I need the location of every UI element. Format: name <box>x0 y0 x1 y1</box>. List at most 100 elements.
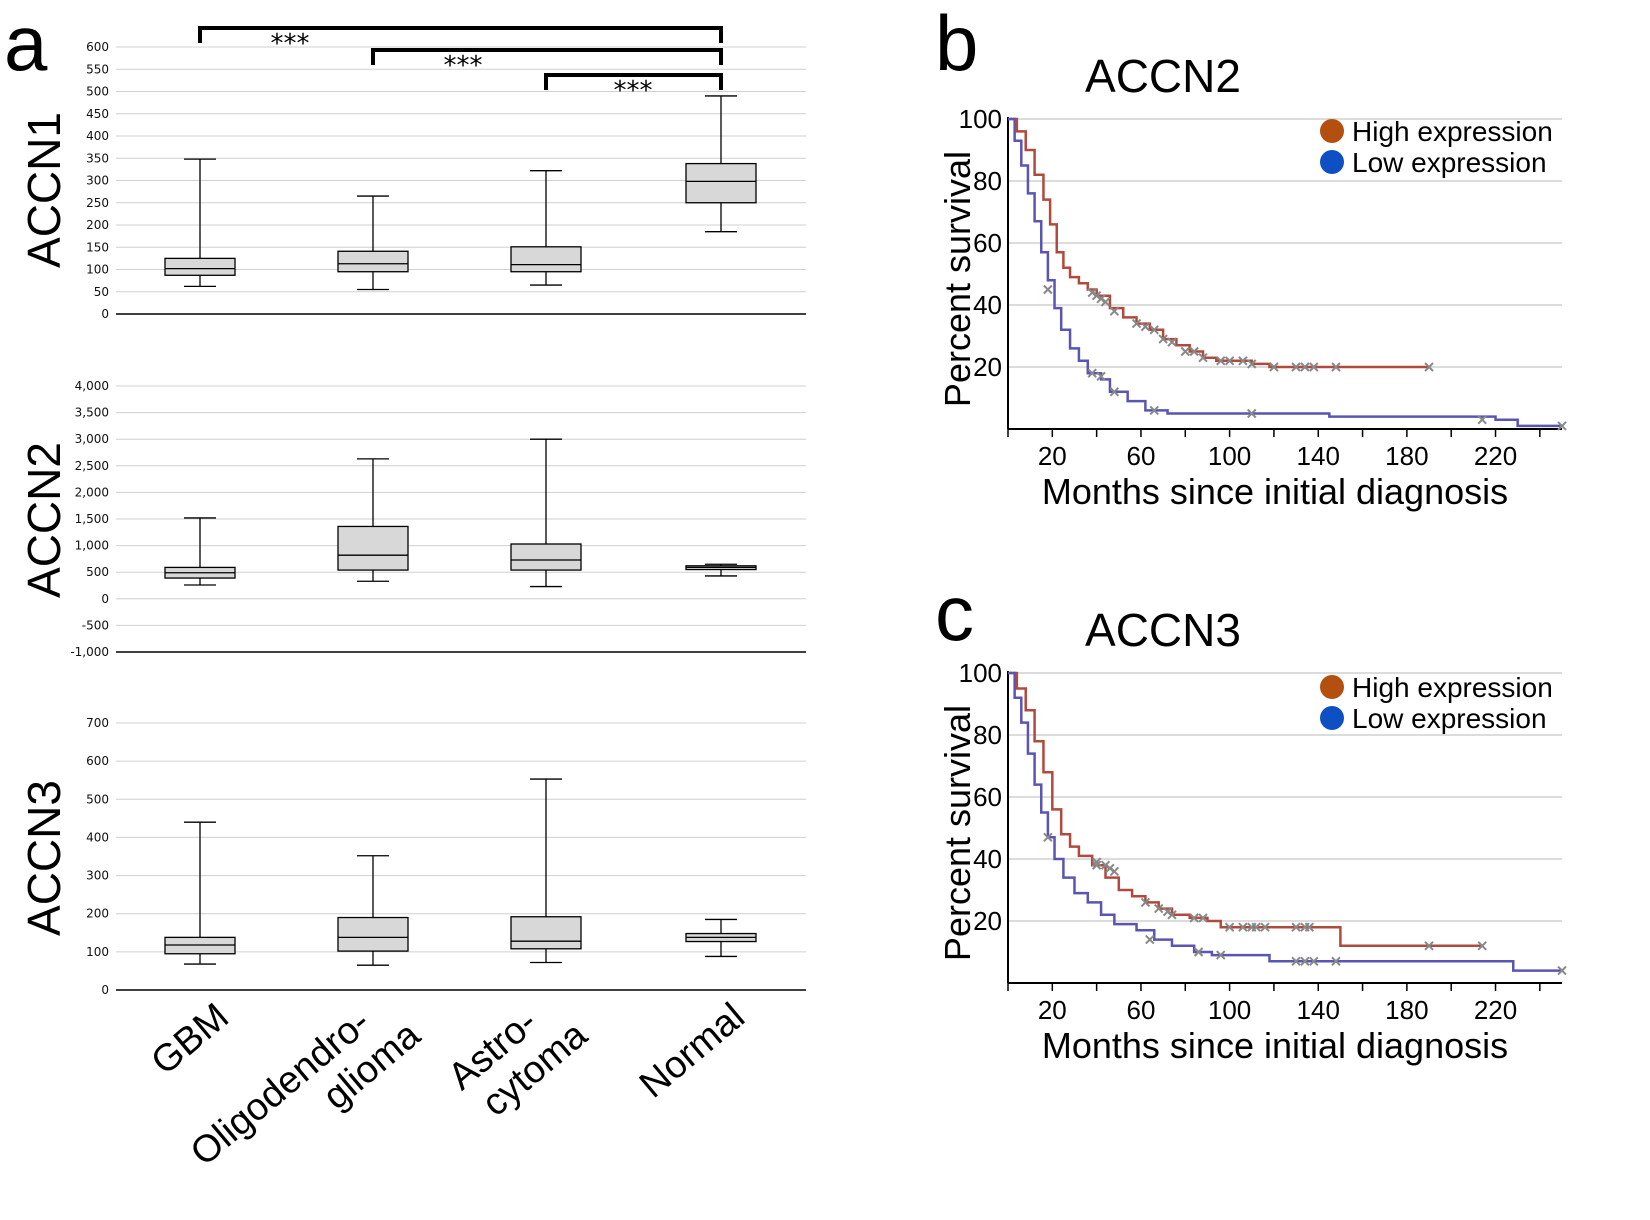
y-tick-label: 700 <box>86 716 109 730</box>
y-tick-label: 400 <box>86 830 109 844</box>
censor-mark <box>1149 405 1159 416</box>
y-tick-label: 3,000 <box>75 432 109 446</box>
significance-bracket: *** <box>371 48 723 81</box>
box-iqr <box>685 162 757 204</box>
y-tick-label: 3,500 <box>75 406 109 420</box>
box-normal <box>685 563 757 577</box>
bracket-line <box>544 73 723 90</box>
censor-mark <box>1096 371 1106 382</box>
x-tick-label: 220 <box>1474 995 1517 1025</box>
y-tick-label: 200 <box>86 907 109 921</box>
legend-label: High expression <box>1352 672 1553 703</box>
censor-mark <box>1424 362 1434 372</box>
category-label-normal: Normal <box>632 995 753 1106</box>
censor-mark <box>1109 387 1120 397</box>
censor-mark <box>1087 368 1097 378</box>
legend-label: Low expression <box>1352 147 1547 178</box>
y-axis-label: Percent survival <box>937 705 978 961</box>
y-tick-label: 600 <box>86 754 109 768</box>
y-tick-label: 100 <box>959 658 1002 688</box>
y-tick-label: 300 <box>86 869 109 883</box>
censor-mark <box>1216 950 1226 960</box>
x-tick-label: 100 <box>1208 441 1251 471</box>
y-tick-label: 500 <box>86 792 109 806</box>
censor-mark <box>1224 922 1235 932</box>
y-tick-label: 350 <box>86 151 109 165</box>
y-tick-label: 450 <box>86 107 109 121</box>
series-high-expression <box>1008 671 1487 951</box>
panel-letter-a: a <box>4 0 48 87</box>
x-axis-label: Months since initial diagnosis <box>1042 471 1508 512</box>
y-tick-label: 0 <box>101 983 109 997</box>
x-tick-label: 180 <box>1385 995 1428 1025</box>
censor-mark <box>1145 934 1155 945</box>
censor-mark <box>1109 306 1120 316</box>
box-iqr <box>510 916 582 950</box>
x-tick-label: 20 <box>1038 441 1067 471</box>
category-label-gbm: GBM <box>143 995 236 1083</box>
box-chart-accn3: ACCN3 0 100 200 300 400 500 600 700 <box>18 716 806 997</box>
legend-swatch-high <box>1320 119 1344 143</box>
censor-mark <box>1189 913 1199 923</box>
y-tick-label: 40 <box>973 844 1002 874</box>
y-axis-label: ACCN1 <box>18 112 70 268</box>
significance-bracket: *** <box>544 73 723 106</box>
series-low-expression <box>1008 117 1567 431</box>
legend-swatch-low <box>1320 150 1344 174</box>
censor-mark <box>1557 421 1567 431</box>
y-tick-label: 40 <box>973 290 1002 320</box>
y-tick-label: 50 <box>94 285 109 299</box>
box-iqr <box>337 250 409 273</box>
y-tick-label: 100 <box>959 104 1002 134</box>
censor-mark <box>1304 922 1315 932</box>
significance-stars: *** <box>271 29 310 59</box>
chart-title: ACCN3 <box>1085 604 1241 656</box>
panel-letter-c: c <box>935 569 974 657</box>
box-gbm <box>164 158 236 288</box>
legend-label: Low expression <box>1352 703 1547 734</box>
censor-mark <box>1198 352 1208 363</box>
y-tick-label: 300 <box>86 174 109 188</box>
x-tick-label: 20 <box>1038 995 1067 1025</box>
censor-mark <box>1424 941 1434 951</box>
censor-mark <box>1247 408 1257 419</box>
box-oligodendroglioma <box>337 458 409 582</box>
box-chart-accn2: ACCN2 -1,000 -500 0 500 1,000 1,500 2,000 2,500 3… <box>18 379 806 659</box>
censor-mark <box>1309 956 1319 967</box>
censor-mark <box>1149 325 1159 335</box>
y-tick-label: 20 <box>973 352 1002 382</box>
y-tick-label: 0 <box>101 592 109 606</box>
box-iqr <box>510 543 582 571</box>
x-tick-label: 140 <box>1297 995 1340 1025</box>
censor-mark <box>1091 857 1102 867</box>
censor-mark <box>1238 356 1248 366</box>
box-astrocytoma <box>510 170 582 286</box>
series-high-expression <box>1008 117 1434 372</box>
box-normal <box>685 918 757 958</box>
box-iqr <box>337 916 409 952</box>
y-tick-label: 600 <box>86 40 109 54</box>
censor-mark <box>1331 956 1341 967</box>
legend-swatch-high <box>1320 675 1344 699</box>
censor-mark <box>1189 346 1199 357</box>
box-iqr <box>164 257 236 276</box>
censor-mark <box>1291 362 1301 372</box>
censor-mark <box>1309 362 1319 372</box>
category-label-line: Normal <box>632 995 753 1106</box>
x-tick-label: 140 <box>1297 441 1340 471</box>
significance-stars: *** <box>614 76 653 106</box>
censor-mark <box>1167 910 1177 920</box>
censor-mark <box>1300 362 1310 372</box>
censor-mark <box>1131 318 1142 329</box>
y-tick-label: -1,000 <box>70 645 109 659</box>
significance-stars: *** <box>444 51 483 81</box>
x-tick-label: 60 <box>1126 441 1155 471</box>
y-tick-label: 500 <box>86 85 109 99</box>
censor-mark <box>1043 832 1053 843</box>
censor-mark <box>1477 941 1487 951</box>
x-tick-label: 220 <box>1474 441 1517 471</box>
censor-mark <box>1180 346 1190 357</box>
box-astrocytoma <box>510 778 582 964</box>
